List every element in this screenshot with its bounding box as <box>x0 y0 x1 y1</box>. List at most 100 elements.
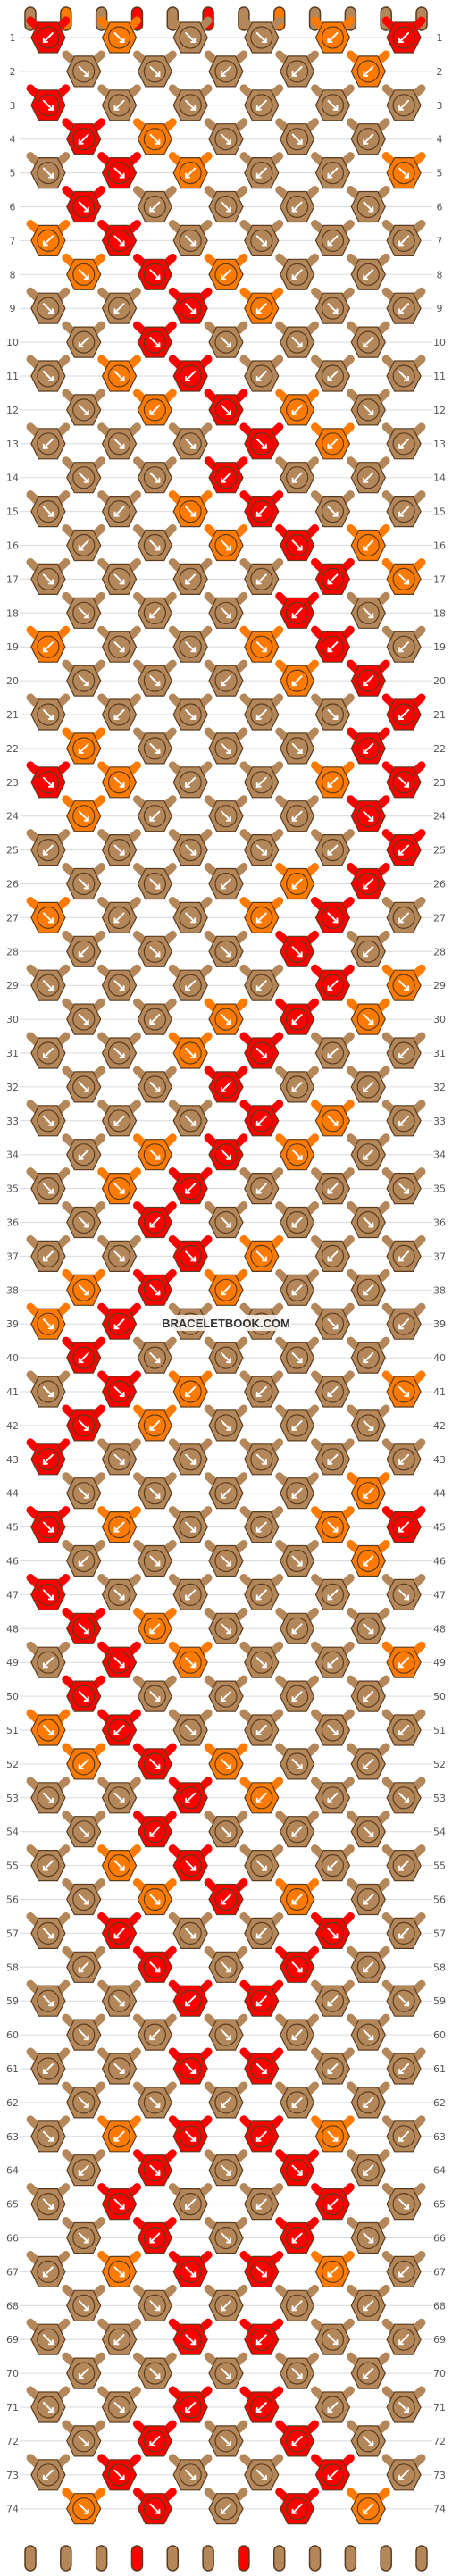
knot <box>244 428 280 460</box>
knot-arrowhead <box>398 917 405 924</box>
knot-arrow <box>327 167 339 179</box>
knot <box>66 1342 102 1374</box>
knot-arrowhead <box>297 1967 303 1973</box>
knot-arrow <box>255 2198 267 2210</box>
knot-arrowhead <box>327 782 333 788</box>
knot <box>279 1003 315 1035</box>
knot-arrow <box>363 1555 374 1567</box>
knot <box>350 190 386 223</box>
knot-arrowhead <box>226 1628 231 1635</box>
watermark: BRACELETBOOK.COM <box>162 1317 290 1330</box>
knot-arrowhead <box>226 613 231 619</box>
knot-arrowhead <box>226 409 231 415</box>
knot-arrowhead <box>363 138 369 145</box>
knot-arrowhead <box>221 1899 226 1905</box>
knot <box>279 1544 315 1577</box>
knot-arrow <box>149 472 161 483</box>
knot-arrow <box>149 1419 161 1431</box>
knot-arrow <box>363 1352 374 1364</box>
knot-arrowhead <box>327 1053 333 1058</box>
knot <box>279 123 315 155</box>
knot-arrowhead <box>327 2204 333 2210</box>
knot-arrow <box>398 2198 410 2210</box>
knot <box>279 1071 315 1103</box>
knot-arrowhead <box>363 1967 369 1973</box>
knot <box>244 292 280 324</box>
row-number-left: 6 <box>10 202 16 213</box>
knot <box>314 1714 351 1746</box>
knot-arrow <box>78 1758 89 1769</box>
strand-bottom <box>344 2545 357 2572</box>
knot <box>101 563 138 596</box>
knot <box>66 1206 102 1239</box>
knot-arrowhead <box>226 2373 231 2379</box>
knot <box>386 2255 422 2287</box>
knot-arrow <box>398 2130 410 2142</box>
knot <box>386 833 422 866</box>
knot-arrowhead <box>155 1086 161 1092</box>
knot-arrowhead <box>327 2001 333 2007</box>
knot <box>66 326 102 358</box>
row-number-left: 7 <box>10 235 16 247</box>
knot-arrow <box>327 1250 339 1262</box>
knot <box>66 2425 102 2457</box>
knot-arrowhead <box>185 782 191 788</box>
knot-arrow <box>149 269 161 280</box>
knot <box>279 258 315 290</box>
knot <box>208 1477 244 1510</box>
knot <box>30 1985 66 2017</box>
knot <box>66 1680 102 1712</box>
knot-arrowhead <box>221 681 226 687</box>
knot-arrowhead <box>190 647 197 653</box>
knot-arrowhead <box>155 1967 161 1973</box>
knot <box>314 2323 351 2355</box>
knot <box>172 2255 208 2287</box>
knot <box>279 1139 315 1171</box>
row-number-right: 35 <box>433 1183 446 1195</box>
knot-arrow <box>327 99 339 111</box>
knot-arrowhead <box>363 2102 369 2108</box>
knot-arrow <box>398 371 410 381</box>
row-number-right: 26 <box>433 879 446 891</box>
knot-arrowhead <box>363 2373 369 2379</box>
knot-arrowhead <box>119 376 125 381</box>
row-number-left: 60 <box>6 2029 19 2041</box>
knot-arrow <box>255 1115 267 1126</box>
knot-arrow <box>78 337 89 348</box>
knot <box>137 2087 173 2119</box>
row-number-right: 29 <box>433 980 446 991</box>
knot-arrow <box>327 1928 339 1939</box>
knot-arrow <box>149 2164 161 2176</box>
row-number-left: 32 <box>6 1082 19 1093</box>
knot-arrowhead <box>190 2271 197 2278</box>
knot <box>244 157 280 189</box>
row-number-left: 54 <box>6 1827 19 1838</box>
knot-arrow <box>363 1487 374 1499</box>
knot-arrowhead <box>83 1222 89 1228</box>
knot <box>279 2154 315 2187</box>
knot <box>244 1240 280 1273</box>
knot <box>30 1376 66 1408</box>
row-number-right: 16 <box>433 540 446 552</box>
knot-arrowhead <box>398 1459 405 1465</box>
knot <box>66 2154 102 2187</box>
row-number-left: 65 <box>6 2199 19 2211</box>
row-number-right: 30 <box>433 1014 446 1025</box>
knot-arrow <box>221 1149 231 1160</box>
row-number-left: 70 <box>6 2368 19 2379</box>
knot-arrow <box>149 1555 161 1567</box>
row-number-left: 23 <box>6 777 19 789</box>
knot-arrowhead <box>155 274 161 280</box>
knot-arrow <box>255 2063 267 2074</box>
knot <box>279 55 315 88</box>
row-number-left: 24 <box>6 811 19 823</box>
knot-arrowhead <box>327 2069 333 2074</box>
row-number-left: 74 <box>6 2504 19 2515</box>
knot <box>244 2188 280 2221</box>
knot <box>244 969 280 1001</box>
row-number-left: 57 <box>6 1928 19 1939</box>
knot <box>66 2221 102 2254</box>
row-number-left: 38 <box>6 1284 19 1296</box>
knot-arrow <box>363 337 374 348</box>
knot-arrowhead <box>291 1493 297 1499</box>
